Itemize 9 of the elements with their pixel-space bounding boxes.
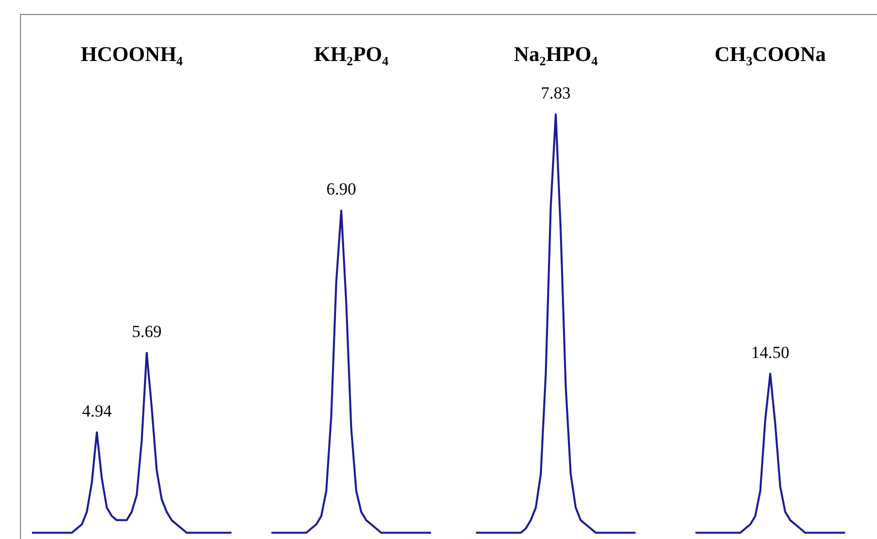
text: HCOONH₄: [80, 42, 184, 66]
text: KH₂PO₄: [314, 42, 390, 66]
annotation: 4.94: [82, 401, 112, 420]
annotation: 14.50: [751, 342, 790, 362]
text: CH₃COONa: [714, 42, 826, 66]
annotation: 5.69: [132, 322, 162, 341]
annotation: 6.90: [326, 180, 356, 199]
text: Na₂HPO₄: [514, 42, 598, 66]
text: 7.83: [540, 83, 571, 102]
